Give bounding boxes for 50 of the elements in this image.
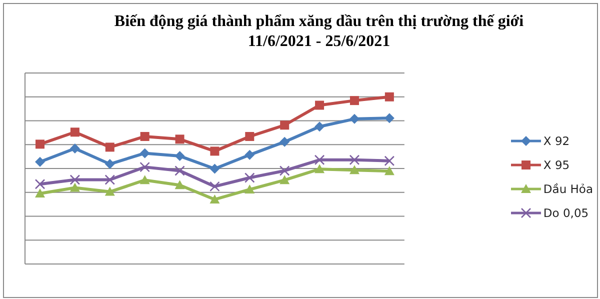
point xyxy=(210,146,220,156)
point xyxy=(104,159,115,170)
point xyxy=(70,182,80,192)
point xyxy=(36,140,44,149)
point xyxy=(314,154,325,166)
point xyxy=(349,114,360,124)
point xyxy=(70,144,80,154)
point xyxy=(35,156,45,167)
chart-subtitle: 11/6/2021 - 25/6/2021 xyxy=(246,32,392,52)
point xyxy=(34,178,46,190)
point xyxy=(244,150,255,160)
chart-title: Biến động giá thành phẩm xăng dầu trên thị trường thế giới xyxy=(113,12,525,32)
point xyxy=(210,181,220,192)
point xyxy=(384,156,395,166)
point xyxy=(244,172,255,183)
point xyxy=(384,92,394,102)
point xyxy=(210,164,220,174)
point xyxy=(280,136,290,147)
point xyxy=(104,186,115,196)
point xyxy=(280,120,290,130)
point xyxy=(105,142,114,152)
point xyxy=(140,132,150,141)
point xyxy=(244,184,255,194)
point xyxy=(174,151,185,162)
point xyxy=(174,166,185,176)
legend-label: Do 0,05 xyxy=(543,206,589,220)
point xyxy=(314,122,325,132)
point xyxy=(384,113,394,124)
point xyxy=(245,132,254,141)
point xyxy=(140,148,150,158)
point xyxy=(140,175,150,184)
point xyxy=(175,134,184,144)
point xyxy=(35,188,45,198)
legend-label: Dầu Hỏa xyxy=(543,182,593,196)
point xyxy=(384,166,394,176)
point xyxy=(279,166,290,176)
point xyxy=(280,175,290,184)
point xyxy=(314,164,325,174)
point xyxy=(70,128,80,137)
legend-label: X 92 xyxy=(543,134,570,148)
point xyxy=(140,162,150,172)
point xyxy=(174,180,185,190)
point xyxy=(315,100,324,110)
legend-label: X 95 xyxy=(543,158,570,172)
point xyxy=(349,165,360,174)
point xyxy=(350,96,359,106)
point xyxy=(210,194,220,204)
point xyxy=(70,174,80,185)
point xyxy=(104,174,116,185)
point xyxy=(349,154,360,166)
